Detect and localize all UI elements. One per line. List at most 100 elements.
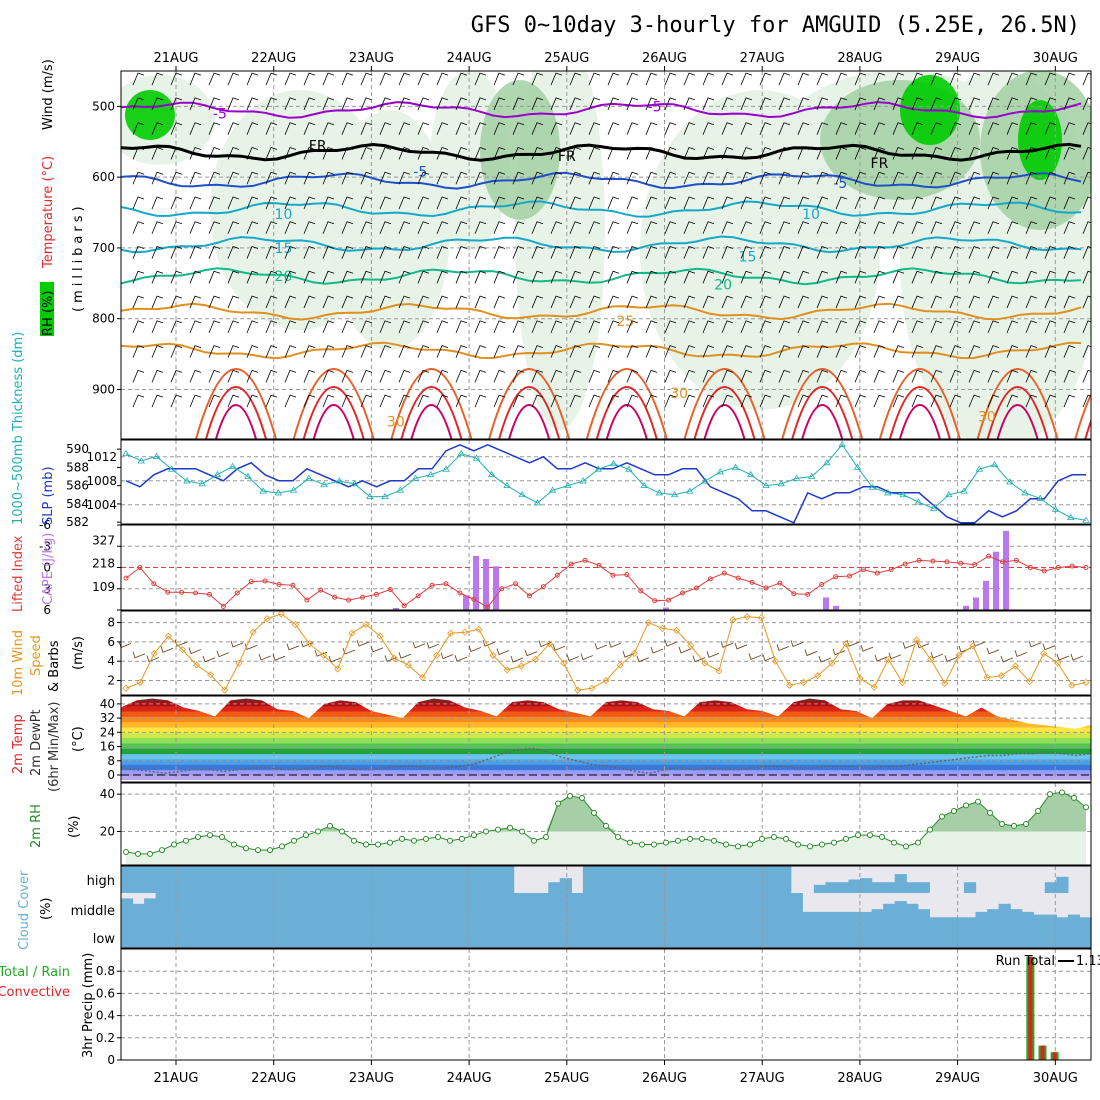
- cloud-cell: [132, 866, 145, 893]
- rh-shade: [1018, 100, 1062, 180]
- thickness-marker: [320, 480, 328, 488]
- wind-barb: [360, 221, 373, 234]
- wind-barb: [170, 122, 183, 135]
- contour-label: 30: [670, 386, 688, 402]
- wind-barb: [854, 320, 867, 333]
- wind-barb: [1044, 122, 1057, 135]
- li-marker: [151, 581, 157, 587]
- wind-barb: [569, 394, 582, 408]
- wind-barb: [151, 196, 164, 210]
- wind-barb: [170, 369, 183, 383]
- cloud-cell: [224, 893, 238, 920]
- li-marker: [610, 572, 616, 578]
- cloud-cell: [1044, 882, 1057, 893]
- wind-barb: [474, 246, 487, 259]
- wind-barb: [968, 221, 981, 234]
- wind-barb: [892, 97, 905, 111]
- wind-barb: [436, 246, 449, 259]
- wind-barb: [303, 196, 316, 210]
- wind-barb: [588, 246, 601, 259]
- date-label-top: 24AUG: [447, 51, 492, 66]
- wind-barb: [664, 72, 677, 86]
- wind-barb: [968, 196, 981, 210]
- wind-barb: [436, 394, 449, 408]
- wind-barb: [626, 394, 639, 408]
- wind-speed-marker: [362, 620, 370, 629]
- wind-barb: [151, 369, 164, 383]
- wind-barb: [1044, 369, 1057, 383]
- wind-barb: [208, 295, 221, 309]
- wind-barb: [417, 196, 430, 210]
- wind-10m-barb: [734, 642, 748, 650]
- wind-barb: [721, 369, 734, 383]
- wind-10m-barb: [356, 639, 370, 647]
- li-marker: [888, 567, 894, 573]
- wind-barb: [740, 369, 753, 383]
- thickness-marker: [122, 449, 130, 457]
- surface-temp-arc: [312, 404, 355, 439]
- wind-barb: [246, 171, 259, 185]
- wind-speed-marker: [1068, 681, 1076, 689]
- temp-contour: [121, 200, 1082, 218]
- li-marker: [1013, 557, 1019, 563]
- wind-barb: [1044, 394, 1057, 408]
- wind-speed-marker: [997, 672, 1005, 680]
- cloud-cell: [779, 893, 792, 920]
- wind-barb: [911, 72, 924, 86]
- precip-axis-label: 3hr Precip (mm): [81, 953, 96, 1058]
- wind-barb: [721, 246, 734, 259]
- wind-barb: [1025, 295, 1038, 309]
- wind-barb: [284, 196, 297, 210]
- wind-barb: [1082, 345, 1091, 358]
- cloud-cell: [836, 920, 850, 948]
- wind-barb: [189, 122, 202, 135]
- thickness-marker: [488, 470, 496, 478]
- wind-barb: [626, 146, 639, 160]
- wind-speed-marker: [1040, 649, 1048, 658]
- wind-speed-marker: [235, 659, 243, 667]
- wind-barb: [341, 345, 354, 358]
- temp-tick-label: 8: [107, 754, 115, 768]
- thickness-marker: [716, 468, 724, 475]
- rh-shade: [330, 110, 450, 350]
- wind-speed-marker: [178, 646, 187, 654]
- rh2m-marker: [651, 841, 657, 848]
- cloud-cell: [606, 920, 619, 948]
- wind-barb: [341, 246, 354, 259]
- cloud-cell: [629, 920, 642, 948]
- wind-barb: [968, 394, 981, 408]
- cloud-cell: [294, 893, 307, 920]
- wind-barb: [379, 97, 392, 111]
- wind-barb: [569, 345, 582, 358]
- rh2m-marker: [255, 847, 261, 854]
- wind-barb: [360, 171, 373, 185]
- cloud-cell: [132, 903, 145, 920]
- wind-10m-barb: [636, 655, 650, 663]
- wind-barb: [797, 246, 810, 259]
- rh2m-marker: [279, 843, 285, 850]
- cloud-cell: [444, 866, 457, 893]
- wind-barb: [949, 72, 962, 86]
- wind-10m-barb: [888, 652, 902, 660]
- wind-barb: [379, 171, 392, 185]
- temp-band-low: [121, 775, 1091, 780]
- pressure-tick-label: 600: [92, 170, 115, 184]
- wind-barb: [379, 146, 392, 160]
- wind-barb: [455, 122, 468, 135]
- wind-barb: [588, 270, 601, 284]
- wind-barb: [911, 221, 924, 234]
- wind-barb: [151, 394, 164, 408]
- wind-barb: [588, 394, 601, 408]
- precip-tick-label: 0.4: [96, 1009, 115, 1023]
- thickness-marker: [899, 491, 907, 498]
- cloud-cell: [351, 920, 365, 948]
- wind-speed-marker: [673, 626, 681, 634]
- rh-shade: [125, 90, 175, 140]
- wind-barb: [265, 196, 278, 210]
- wind-barb: [1025, 320, 1038, 333]
- wind-barb: [189, 270, 202, 284]
- li-plot: [121, 525, 1091, 610]
- temp-2m-label: 2m Temp: [11, 714, 26, 774]
